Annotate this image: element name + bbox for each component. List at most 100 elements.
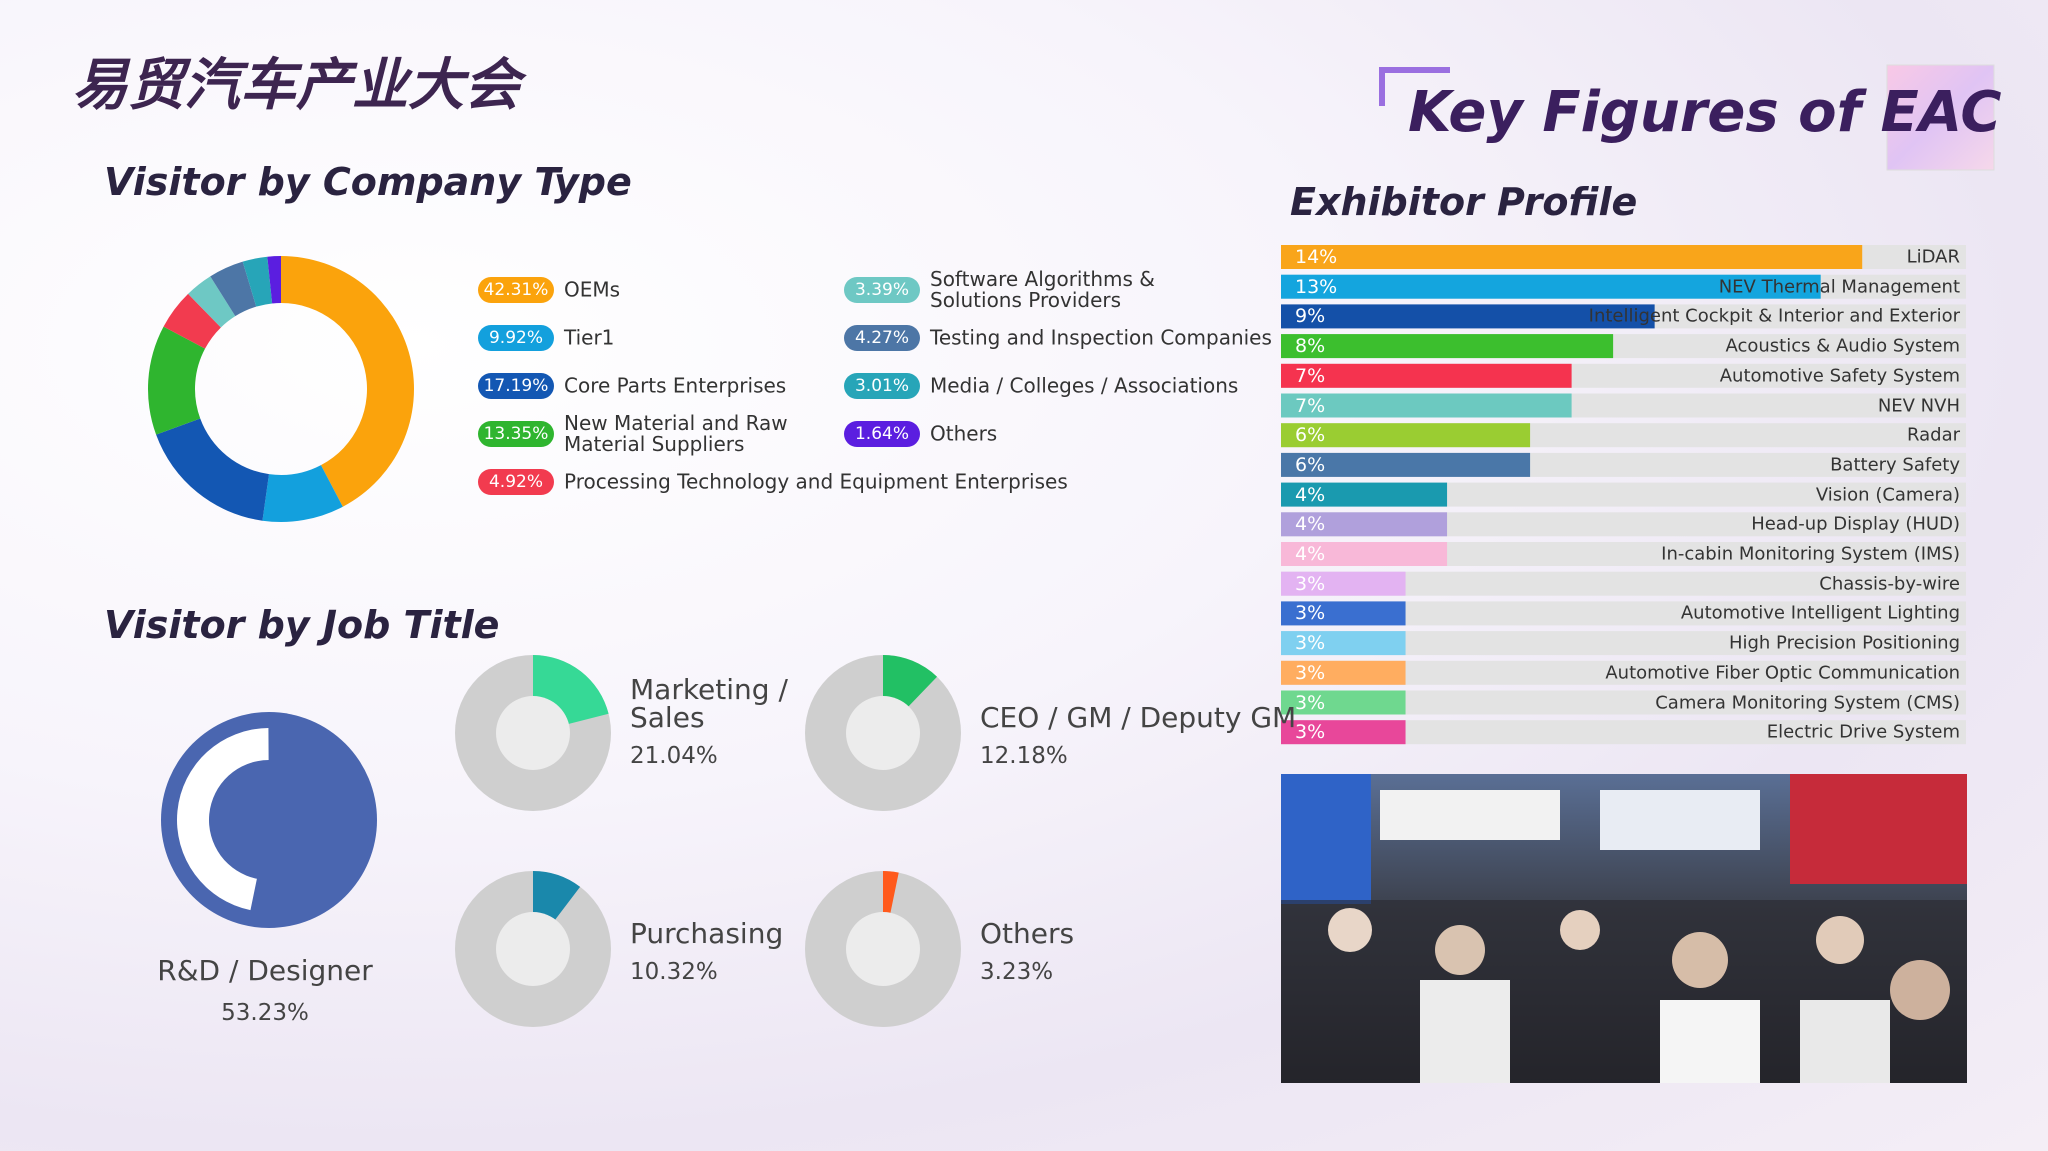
bar-category: Automotive Fiber Optic Communication <box>1605 662 1960 684</box>
bar-category: Acoustics & Audio System <box>1725 335 1960 357</box>
legend-label: New Material and Raw Material Suppliers <box>564 411 788 456</box>
bar-category: LiDAR <box>1906 246 1960 268</box>
legend-value: 1.64% <box>844 421 920 447</box>
bar-category: Electric Drive System <box>1766 721 1960 743</box>
donut-hole <box>846 912 920 986</box>
legend-value: 9.92% <box>478 325 554 351</box>
bar-value: 3% <box>1295 721 1326 744</box>
bar-value: 3% <box>1295 632 1326 655</box>
page-title: Key Figures of EAC <box>1408 80 2002 145</box>
bar-value: 13% <box>1295 275 1338 298</box>
donut-slice <box>883 655 938 708</box>
bar <box>1281 423 1531 448</box>
bar-category: High Precision Positioning <box>1728 632 1960 654</box>
legend-label: Testing and Inspection Companies <box>930 325 1272 350</box>
job-label: R&D / Designer <box>157 954 373 987</box>
bar-category: Vision (Camera) <box>1815 484 1960 506</box>
bar-value: 7% <box>1295 394 1326 417</box>
donut-slice <box>156 418 269 521</box>
donut-slice <box>188 276 236 328</box>
bar-value: 4% <box>1295 513 1326 536</box>
bar <box>1281 363 1572 388</box>
bar-category: Head-up Display (HUD) <box>1751 513 1960 535</box>
donut-slice <box>163 293 221 349</box>
donut-slice <box>148 326 206 435</box>
job-label: CEO / GM / Deputy GM <box>980 701 1297 734</box>
legend-value: 3.01% <box>844 373 920 399</box>
job-value: 53.23% <box>221 1000 309 1026</box>
bar <box>1281 720 1406 745</box>
bar-value: 3% <box>1295 661 1326 684</box>
bar-value: 6% <box>1295 424 1326 447</box>
title-bracket <box>1379 67 1450 106</box>
bar-category: Chassis-by-wire <box>1819 573 1960 595</box>
legend-value: 17.19% <box>478 373 554 399</box>
legend-label: Others <box>930 421 998 446</box>
legend-label: Software Algorithms & Solutions Provider… <box>930 267 1155 312</box>
legend-value: 3.39% <box>844 277 920 303</box>
legend-label: Core Parts Enterprises <box>564 373 787 398</box>
bar <box>1281 660 1406 685</box>
job-label: Others <box>980 917 1075 950</box>
bar <box>1281 482 1448 507</box>
bar-category: Automotive Safety System <box>1719 365 1960 387</box>
job-value: 3.23% <box>980 959 1054 985</box>
bar-category: Camera Monitoring System (CMS) <box>1655 692 1960 713</box>
bar <box>1281 452 1531 477</box>
donut-slice <box>281 256 414 507</box>
bar <box>1281 512 1448 537</box>
bar-value: 7% <box>1295 364 1326 387</box>
bar-category: In-cabin Monitoring System (IMS) <box>1661 543 1960 565</box>
expo-photo <box>1281 774 1967 1083</box>
legend-value: 4.92% <box>478 469 554 495</box>
donut-hole <box>496 696 570 770</box>
donut-slice <box>533 871 581 921</box>
legend-label: OEMs <box>564 277 621 302</box>
bar-category: Radar <box>1907 424 1960 446</box>
bar-category: Battery Safety <box>1830 454 1960 476</box>
bar <box>1281 690 1406 715</box>
donut-slice <box>533 655 609 725</box>
bar-value: 3% <box>1295 572 1326 595</box>
bar-category: Intelligent Cockpit & Interior and Exter… <box>1588 305 1960 327</box>
legend-label: Media / Colleges / Associations <box>930 373 1239 398</box>
section-title: Exhibitor Profile <box>1290 180 1638 224</box>
bar <box>1281 274 1821 299</box>
section-title: Visitor by Company Type <box>104 160 632 204</box>
bar <box>1281 245 1863 269</box>
job-value: 12.18% <box>980 743 1068 769</box>
bar-category: NEV Thermal Management <box>1718 276 1960 298</box>
bar-value: 4% <box>1295 543 1326 565</box>
legend-label: Processing Technology and Equipment Ente… <box>564 469 1068 494</box>
donut-slice <box>242 256 273 307</box>
bar <box>1281 304 1655 329</box>
legend-value: 13.35% <box>478 421 554 447</box>
donut-slice <box>176 728 269 911</box>
bar <box>1281 631 1406 656</box>
job-value: 21.04% <box>630 743 718 769</box>
donut-slice <box>262 465 343 522</box>
donut-slice <box>210 261 257 317</box>
bar-category: Automotive Intelligent Lighting <box>1680 602 1960 624</box>
bar-value: 4% <box>1295 483 1326 506</box>
legend-value: 42.31% <box>478 277 554 303</box>
bar <box>1281 571 1406 596</box>
bar-value: 9% <box>1295 305 1326 328</box>
donut-slice <box>267 256 281 304</box>
legend-value: 4.27% <box>844 325 920 351</box>
bar-value: 14% <box>1295 246 1338 268</box>
section-title: Visitor by Job Title <box>104 603 500 647</box>
bar <box>1281 601 1406 626</box>
bar-value: 8% <box>1295 335 1326 358</box>
logo: 易贸汽车产业大会 <box>72 52 520 118</box>
bar <box>1281 542 1448 566</box>
legend-label: Tier1 <box>564 325 615 350</box>
job-label: Marketing / Sales <box>630 673 788 734</box>
bar-value: 6% <box>1295 453 1326 476</box>
bar-value: 3% <box>1295 691 1326 714</box>
donut-hole <box>496 912 570 986</box>
bar <box>1281 334 1614 359</box>
bar-value: 3% <box>1295 602 1326 625</box>
